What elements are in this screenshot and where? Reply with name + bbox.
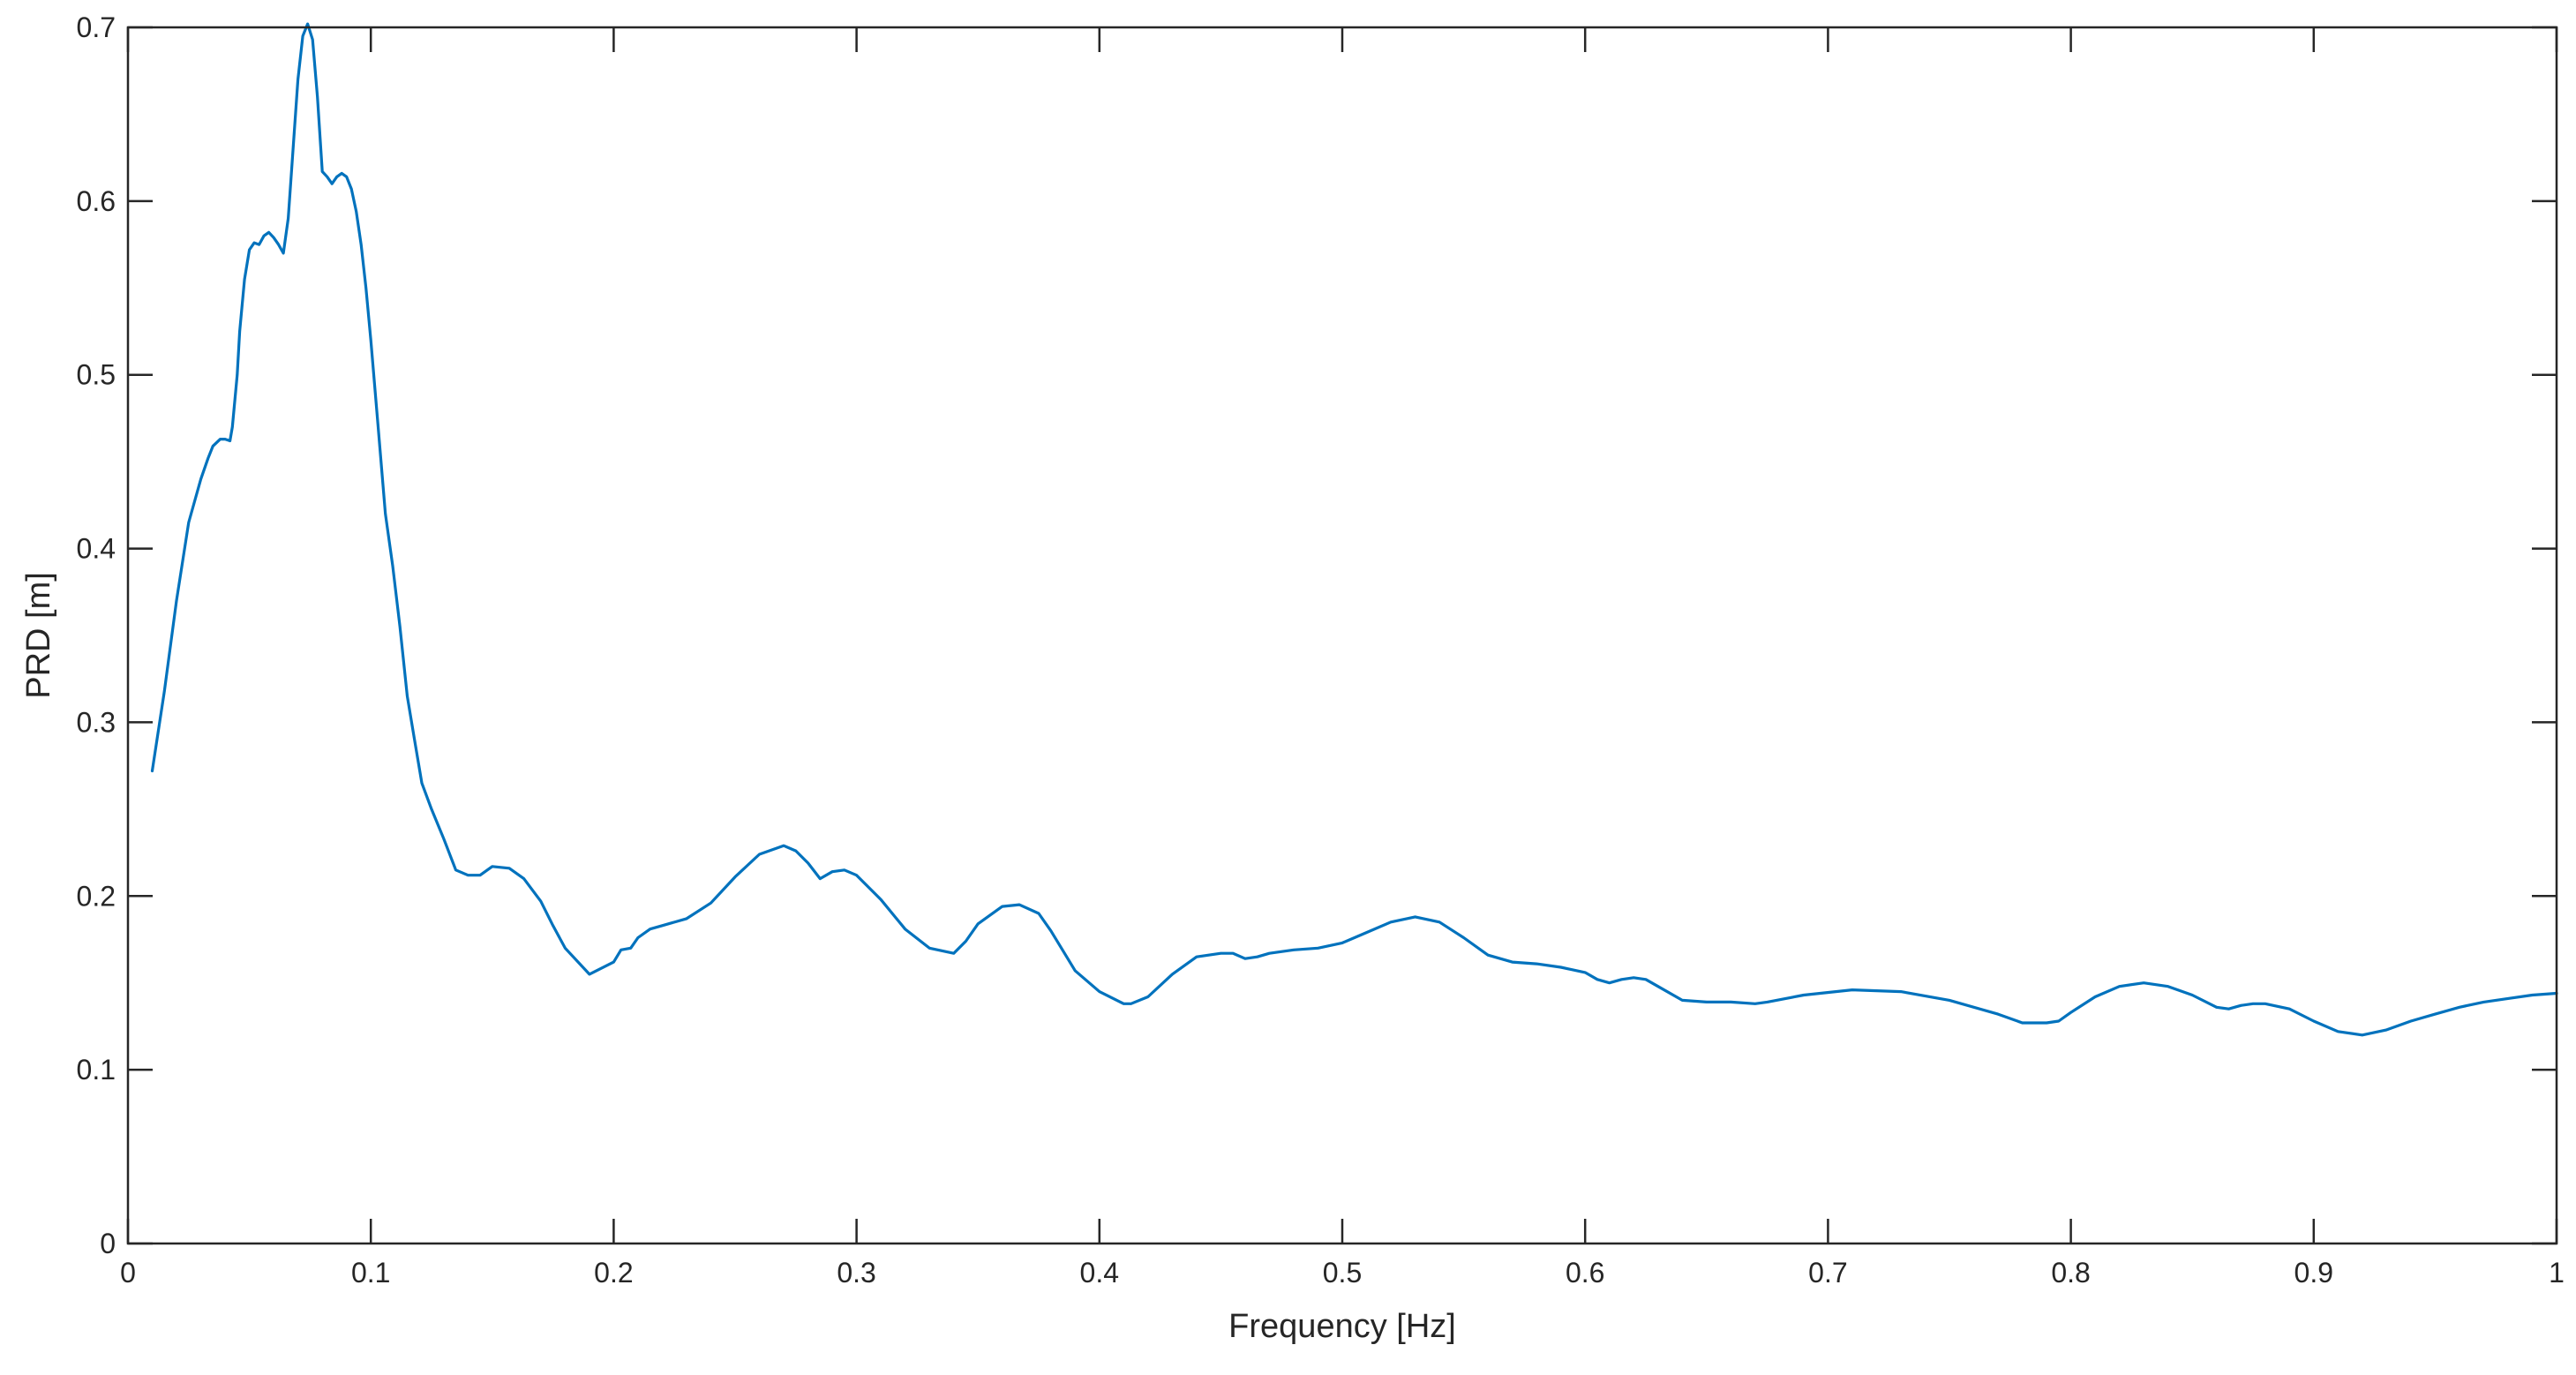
series-layer (150, 22, 2558, 1037)
x-axis-label: Frequency [Hz] (1228, 1308, 1456, 1345)
y-tick-label: 0.2 (77, 880, 116, 912)
x-tick-label: 0.3 (837, 1257, 875, 1289)
y-tick-label: 0.6 (77, 185, 116, 217)
x-tick-label: 1 (2549, 1257, 2565, 1289)
y-tick-label: 0 (100, 1228, 116, 1259)
x-tick-label: 0.1 (351, 1257, 390, 1289)
x-tick-label: 0.2 (594, 1257, 633, 1289)
x-tick-label: 0.9 (2294, 1257, 2333, 1289)
y-tick-labels: 0 0.1 0.2 0.3 0.4 0.5 0.6 0.7 (77, 11, 116, 1259)
series-line (150, 22, 2558, 1037)
x-tick-label: 0.8 (2051, 1257, 2090, 1289)
x-tick-label: 0.5 (1323, 1257, 1362, 1289)
x-tick-label: 0 (120, 1257, 136, 1289)
y-tick-label: 0.4 (77, 533, 116, 565)
x-tick-label: 0.7 (1808, 1257, 1847, 1289)
x-tick-label: 0.6 (1566, 1257, 1604, 1289)
x-tick-label: 0.4 (1080, 1257, 1119, 1289)
y-tick-label: 0.7 (77, 11, 116, 43)
plot-frame (126, 26, 2558, 1245)
plot-background (128, 27, 2557, 1244)
y-tick-label: 0.5 (77, 359, 116, 391)
x-tick-labels: 0 0.1 0.2 0.3 0.4 0.5 0.6 0.7 0.8 0.9 1 (120, 1257, 2565, 1289)
y-tick-label: 0.3 (77, 706, 116, 738)
y-axis-label: PRD [m] (20, 572, 57, 699)
y-tick-label: 0.1 (77, 1054, 116, 1086)
